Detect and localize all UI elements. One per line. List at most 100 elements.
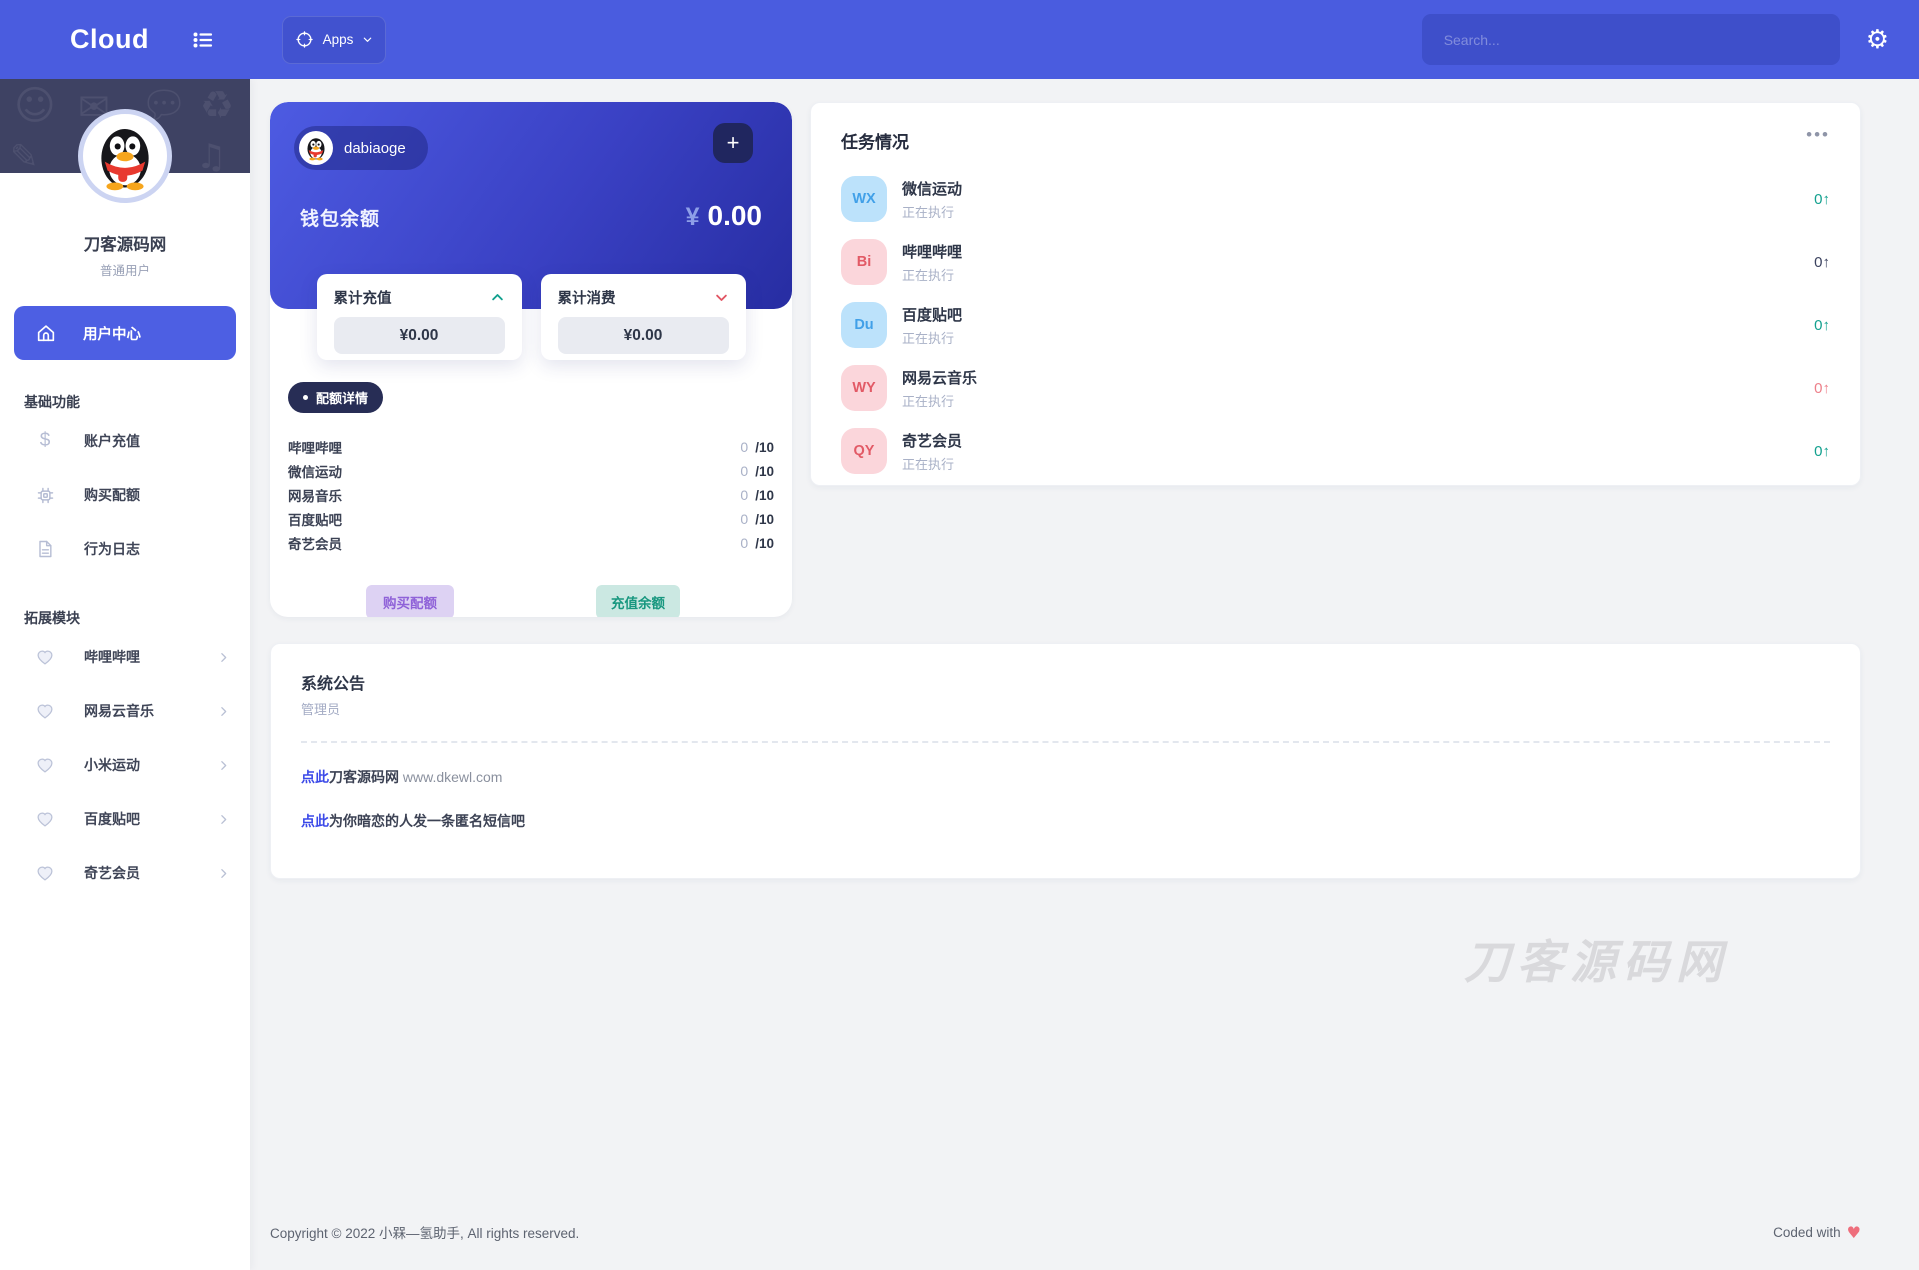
quota-used: 0 [740, 439, 749, 455]
quota-cap: /10 [755, 536, 774, 551]
task-badge: WY [841, 365, 887, 411]
main-content: dabiaoge + 钱包余额 ¥ 0.00 累计充值 [250, 79, 1919, 1270]
announcement-link[interactable]: 点此 [301, 813, 329, 829]
chevron-right-icon [217, 867, 230, 880]
task-badge: Bi [841, 239, 887, 285]
up-arrow-icon: ↑ [1822, 379, 1831, 397]
heart-icon [33, 754, 57, 776]
announcement-card: 系统公告 管理员 点此刀客源码网 www.dkewl.com 点此为你暗恋的人发… [270, 643, 1861, 879]
balance-label: 钱包余额 [300, 209, 381, 230]
task-count: 0↑ [1814, 442, 1831, 460]
announcement-item: 点此为你暗恋的人发一条匿名短信吧 [301, 811, 1830, 831]
search-box [1421, 14, 1840, 65]
chevron-down-icon [364, 37, 372, 42]
task-row: WX 微信运动 正在执行 0↑ [841, 176, 1830, 222]
sidebar-item-user-center[interactable]: 用户中心 [14, 306, 236, 360]
quota-row: 奇艺会员 0/10 [288, 531, 774, 555]
sidebar-item-label: 哔哩哔哩 [84, 649, 140, 665]
sidebar-item-netease-music[interactable]: 网易云音乐 [0, 684, 250, 738]
quota-detail-badge: 配额详情 [288, 382, 384, 413]
heart-icon [33, 700, 57, 722]
coded-with-text: Coded with [1773, 1224, 1841, 1240]
task-count: 0↑ [1814, 190, 1830, 208]
stat-total-recharge: 累计充值 ¥0.00 [316, 274, 522, 360]
chevron-right-icon [217, 705, 230, 718]
buy-quota-button[interactable]: 购买配额 [366, 585, 454, 617]
sidebar-toggle-button[interactable] [191, 28, 215, 52]
quota-cap: /10 [755, 512, 774, 527]
up-arrow-icon: ↑ [1822, 442, 1831, 460]
top-navbar: Cloud Apps ⚙ [0, 0, 1919, 79]
sidebar-item-label: 小米运动 [84, 757, 140, 773]
task-row: WY 网易云音乐 正在执行 0↑ [841, 365, 1830, 411]
apps-dropdown-button[interactable]: Apps [282, 15, 386, 64]
sidebar-item-iqiyi-vip[interactable]: 奇艺会员 [0, 846, 250, 900]
announcement-author: 管理员 [301, 702, 341, 717]
announcement-link[interactable]: 点此 [301, 769, 329, 785]
task-list: WX 微信运动 正在执行 0↑ Bi 哔哩哔哩 正在执行 0↑ [841, 176, 1830, 474]
sidebar-item-label: 网易云音乐 [84, 703, 154, 719]
heart-icon [33, 862, 57, 884]
quota-name: 微信运动 [288, 465, 342, 480]
quota-badge-label: 配额详情 [316, 391, 369, 406]
username: dabiaoge [344, 139, 406, 157]
quota-row: 微信运动 0/10 [288, 459, 774, 483]
announcement-item: 点此刀客源码网 www.dkewl.com [301, 767, 1830, 787]
task-name: 奇艺会员 [902, 432, 963, 450]
task-status: 正在执行 [902, 456, 955, 472]
wallet-stats: 累计充值 ¥0.00 累计消费 ¥0.00 [270, 274, 792, 360]
sidebar-item-bilibili[interactable]: 哔哩哔哩 [0, 630, 250, 684]
sidebar-item-label: 用户中心 [83, 326, 141, 343]
quota-cap: /10 [755, 464, 774, 479]
sidebar-item-baidu-tieba[interactable]: 百度贴吧 [0, 792, 250, 846]
chip-icon [33, 485, 57, 506]
quota-used: 0 [740, 463, 749, 479]
add-funds-button[interactable]: + [713, 123, 753, 163]
task-row: Bi 哔哩哔哩 正在执行 0↑ [841, 239, 1830, 285]
quota-used: 0 [740, 535, 749, 551]
sidebar-item-label: 账户充值 [84, 433, 140, 449]
announcement-text: 刀客源码网 [329, 769, 403, 785]
wallet-card: dabiaoge + 钱包余额 ¥ 0.00 累计充值 [270, 102, 792, 617]
sidebar-item-xiaomi-sport[interactable]: 小米运动 [0, 738, 250, 792]
hamburger-list-icon [193, 31, 213, 48]
sidebar-item-recharge[interactable]: $ 账户充值 [0, 414, 250, 468]
up-arrow-icon: ↑ [1822, 253, 1831, 271]
sidebar-section-basic: 基础功能 [24, 394, 80, 410]
quota-used: 0 [740, 487, 749, 503]
quota-cap: /10 [755, 488, 774, 503]
task-badge: WX [841, 176, 887, 222]
username-pill[interactable]: dabiaoge [294, 126, 428, 170]
footer: Copyright © 2022 小槑—氢助手, All rights rese… [270, 1222, 1861, 1242]
currency-symbol: ¥ [685, 203, 700, 231]
tasks-panel: 任务情况 ••• WX 微信运动 正在执行 0↑ Bi 哔哩哔哩 [810, 102, 1861, 486]
file-icon [33, 539, 57, 559]
quota-list: 哔哩哔哩 0/10 微信运动 0/10 网易音乐 0/10 百度贴吧 0/10 [288, 435, 774, 555]
quota-name: 奇艺会员 [288, 537, 342, 552]
task-count: 0↑ [1814, 253, 1831, 271]
quota-name: 百度贴吧 [288, 513, 342, 528]
settings-gear-icon[interactable]: ⚙ [1865, 24, 1889, 55]
qq-penguin-icon [101, 129, 149, 191]
search-input[interactable] [1421, 31, 1840, 48]
more-options-icon[interactable]: ••• [1806, 125, 1830, 144]
task-status: 正在执行 [902, 393, 955, 409]
sidebar-item-label: 百度贴吧 [84, 811, 140, 827]
sidebar-item-behavior-log[interactable]: 行为日志 [0, 522, 250, 576]
stat-value: ¥0.00 [557, 317, 729, 354]
sidebar-item-buy-quota[interactable]: 购买配额 [0, 468, 250, 522]
stat-label: 累计充值 [333, 291, 392, 307]
bullet-dot [303, 395, 308, 400]
sidebar-section-modules: 拓展模块 [24, 610, 80, 626]
watermark: 刀客源码网 [1464, 936, 1729, 988]
task-count: 0↑ [1814, 379, 1831, 397]
quota-row: 百度贴吧 0/10 [288, 507, 774, 531]
task-name: 哔哩哔哩 [902, 243, 963, 261]
task-badge: Du [841, 302, 887, 348]
announcement-url: www.dkewl.com [402, 769, 503, 785]
heart-icon [33, 808, 57, 830]
heart-icon [33, 646, 57, 668]
navbar-left: Cloud [0, 0, 250, 79]
user-avatar[interactable] [78, 109, 172, 203]
recharge-balance-button[interactable]: 充值余额 [596, 585, 680, 617]
